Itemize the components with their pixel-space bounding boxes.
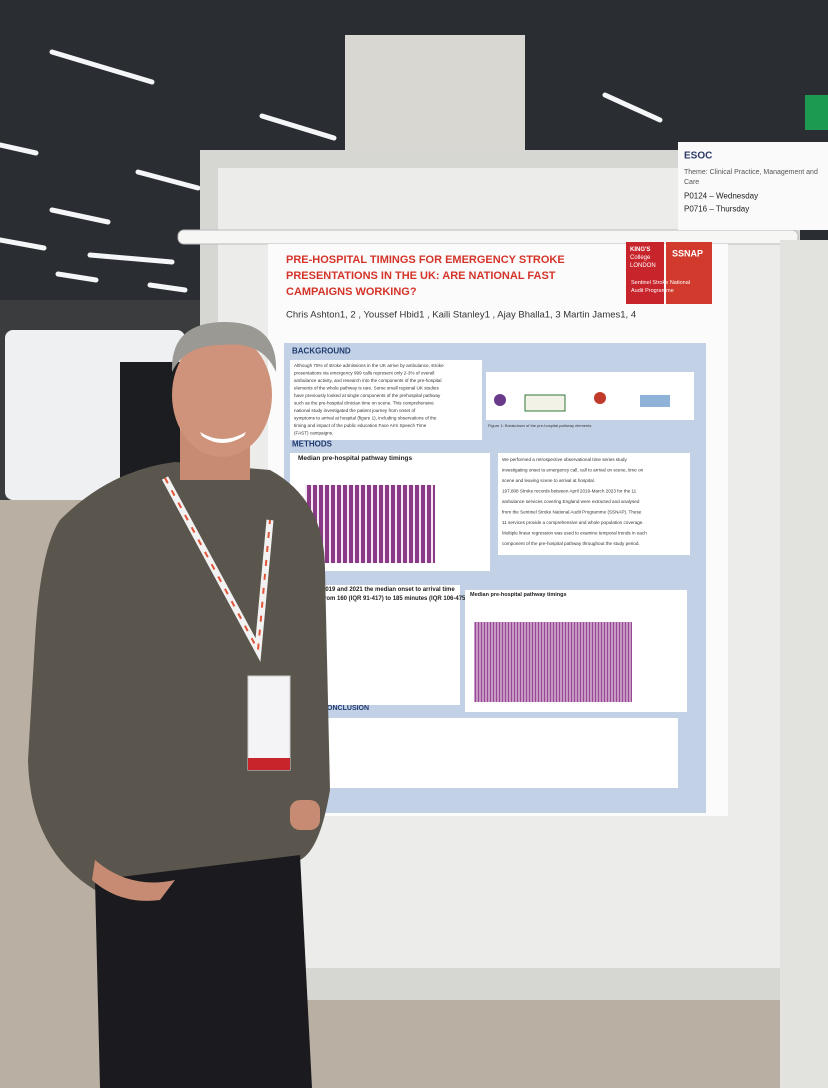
logo-text: College: [630, 255, 651, 261]
hand: [92, 860, 175, 901]
logo-text: Sentinel Stroke National: [631, 280, 690, 286]
body-text: elements of the whole pathway is rare. S…: [294, 386, 439, 391]
name-badge: [247, 675, 291, 771]
body-text: We performed a retrospective observation…: [502, 457, 627, 462]
chart-title: Median pre-hospital pathway timings: [298, 455, 413, 462]
poster-title: PRESENTATIONS IN THE UK: ARE NATIONAL FA…: [286, 270, 556, 282]
sign-title: ESOC: [684, 150, 712, 161]
body-text: component of the pre-hospital pathway th…: [502, 541, 640, 546]
sign-theme: Theme: Clinical Practice, Management and: [684, 169, 818, 176]
badge-stripe: [248, 758, 290, 770]
body-text: have previously looked at single compone…: [294, 393, 441, 398]
hand: [290, 800, 320, 830]
logo-text: LONDON: [630, 263, 656, 269]
body-text: ambulance services covering England were…: [502, 499, 640, 504]
body-text: such as the pre-hospital clinician time …: [294, 401, 434, 406]
body-text: ambulance activity, and research into th…: [294, 378, 442, 383]
person-icon: [594, 392, 606, 404]
ssnap-logo: [666, 242, 712, 304]
section-heading: CONCLUSION: [322, 705, 369, 712]
lanyard-print: [164, 477, 271, 654]
body-text: national study investigated the patient …: [294, 408, 416, 413]
poster-title: CAMPAIGNS WORKING?: [286, 286, 417, 298]
body-text: timing and impact of the public educatio…: [294, 423, 427, 428]
body-text: scene and leaving scene to arrival at ho…: [502, 478, 595, 483]
logo-text: KING'S: [630, 247, 650, 253]
session-sign: [678, 142, 828, 230]
body-text: investigating onset to emergency call, c…: [502, 468, 644, 473]
ceiling-lights: [0, 49, 663, 293]
person-icon: [494, 394, 506, 406]
results-text: 2019 and 2021 the median onset to arriva…: [322, 587, 455, 593]
sign-theme: Care: [684, 179, 699, 186]
poster-rod: [177, 229, 799, 245]
body-text: 197,808 Stroke records between April 201…: [502, 489, 637, 494]
section-heading: BACKGROUND: [292, 347, 351, 356]
text-box: [498, 453, 690, 555]
body-text: from the Sentinel Stroke National Audit …: [502, 510, 642, 515]
sign-session: P0716 – Thursday: [684, 205, 749, 214]
logo-text: Audit Programme: [631, 288, 674, 294]
ceiling-pillar: [345, 35, 525, 150]
shirt: [28, 462, 330, 890]
kcl-logo: [626, 242, 664, 304]
figure-caption: Figure 1: Breakdown of the pre-hospital …: [488, 423, 591, 428]
logo-text: SSNAP: [672, 248, 703, 258]
body-text: presentations via emergency 999 calls re…: [294, 371, 434, 376]
body-text: 11 services provide a comprehensive and …: [502, 520, 644, 525]
text-box: [300, 718, 678, 788]
body-text: symptoms to arrival at hospital (figure …: [294, 416, 437, 421]
hair: [171, 322, 277, 372]
body-text: Multiple linear regression was used to e…: [502, 531, 647, 536]
chart-bars: [474, 622, 632, 702]
poster-authors: Chris Ashton1, 2 , Youssef Hbid1 , Kaili…: [286, 309, 636, 320]
results-text: from 160 (IQR 91-417) to 185 minutes (IQ…: [322, 596, 467, 602]
trousers: [95, 855, 312, 1088]
board-side: [780, 240, 828, 1088]
poster-title: PRE-HOSPITAL TIMINGS FOR EMERGENCY STROK…: [286, 254, 565, 266]
exit-sign: [805, 95, 828, 130]
body-text: Although 75% of stroke admissions in the…: [294, 363, 444, 368]
chart-title: Median pre-hospital pathway timings: [470, 592, 567, 598]
ambulance-icon: [524, 394, 566, 412]
smile: [200, 432, 246, 443]
section-heading: METHODS: [292, 440, 333, 449]
sign-session: P0124 – Wednesday: [684, 192, 758, 201]
text-box: [290, 360, 482, 440]
chart-bars: [305, 485, 435, 563]
face: [172, 333, 272, 457]
bed-icon: [640, 395, 670, 407]
body-text: (FAST) campaigns.: [294, 431, 333, 436]
